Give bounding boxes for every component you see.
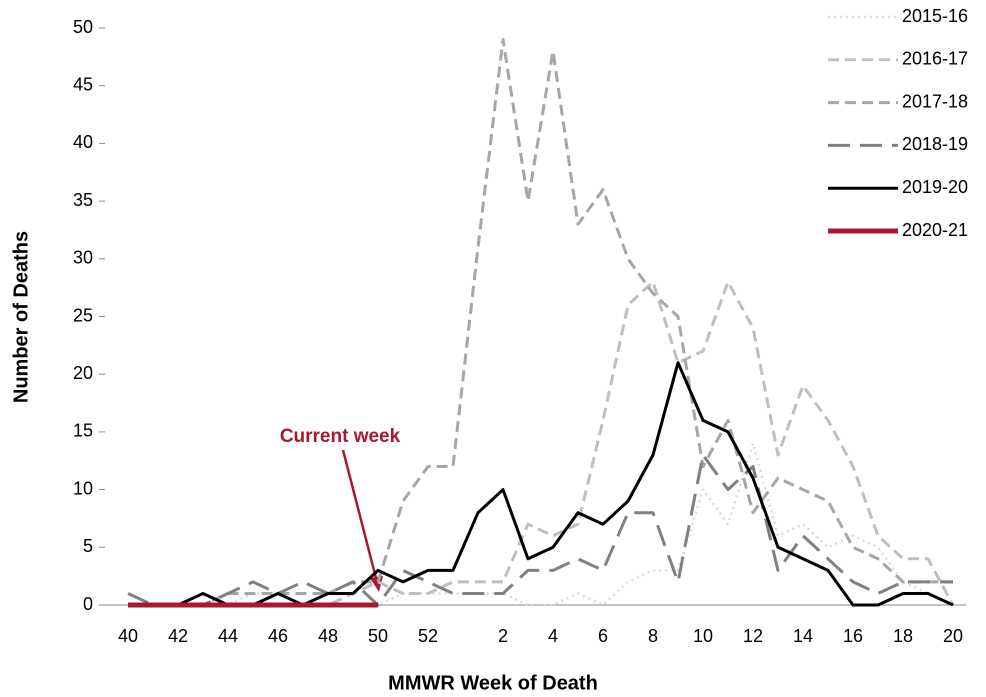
y-tick-label: 50 xyxy=(73,17,93,37)
y-tick-label: 25 xyxy=(73,305,93,325)
y-tick-label: 10 xyxy=(73,478,93,498)
y-tick-label: 15 xyxy=(73,421,93,441)
y-tick-label: 30 xyxy=(73,248,93,268)
x-tick-label: 52 xyxy=(418,626,438,646)
y-tick-label: 45 xyxy=(73,74,93,94)
legend-label: 2016-17 xyxy=(902,49,968,69)
y-tick-label: 40 xyxy=(73,132,93,152)
series-line xyxy=(128,38,953,607)
legend-label: 2015-16 xyxy=(902,6,968,26)
x-tick-label: 8 xyxy=(648,626,658,646)
series-line xyxy=(128,361,954,607)
y-tick-label: 0 xyxy=(83,594,93,614)
x-tick-label: 4 xyxy=(548,626,558,646)
series-line xyxy=(127,453,953,607)
x-tick-label: 46 xyxy=(268,626,288,646)
legend-label: 2020-21 xyxy=(902,220,968,240)
x-tick-label: 20 xyxy=(943,626,963,646)
x-tick-label: 48 xyxy=(318,626,338,646)
x-tick-label: 50 xyxy=(368,626,388,646)
y-tick-label: 35 xyxy=(73,190,93,210)
legend-label: 2018-19 xyxy=(902,134,968,154)
series-line xyxy=(128,442,954,607)
x-tick-label: 6 xyxy=(598,626,608,646)
x-axis-title: MMWR Week of Death xyxy=(388,672,598,694)
x-tick-label: 44 xyxy=(218,626,238,646)
y-tick-label: 5 xyxy=(83,536,93,556)
x-tick-label: 10 xyxy=(693,626,713,646)
x-tick-label: 16 xyxy=(843,626,863,646)
y-tick-label: 20 xyxy=(73,363,93,383)
legend-label: 2017-18 xyxy=(902,91,968,111)
y-axis-title: Number of Deaths xyxy=(10,231,32,403)
legend-label: 2019-20 xyxy=(902,177,968,197)
x-tick-label: 12 xyxy=(743,626,763,646)
x-tick-label: 14 xyxy=(793,626,813,646)
x-tick-label: 2 xyxy=(498,626,508,646)
x-tick-label: 18 xyxy=(893,626,913,646)
annotation-arrow xyxy=(341,449,379,583)
x-tick-label: 40 xyxy=(118,626,138,646)
series-line xyxy=(128,280,955,607)
annotation: Current week xyxy=(280,426,401,447)
x-tick-label: 42 xyxy=(168,626,188,646)
